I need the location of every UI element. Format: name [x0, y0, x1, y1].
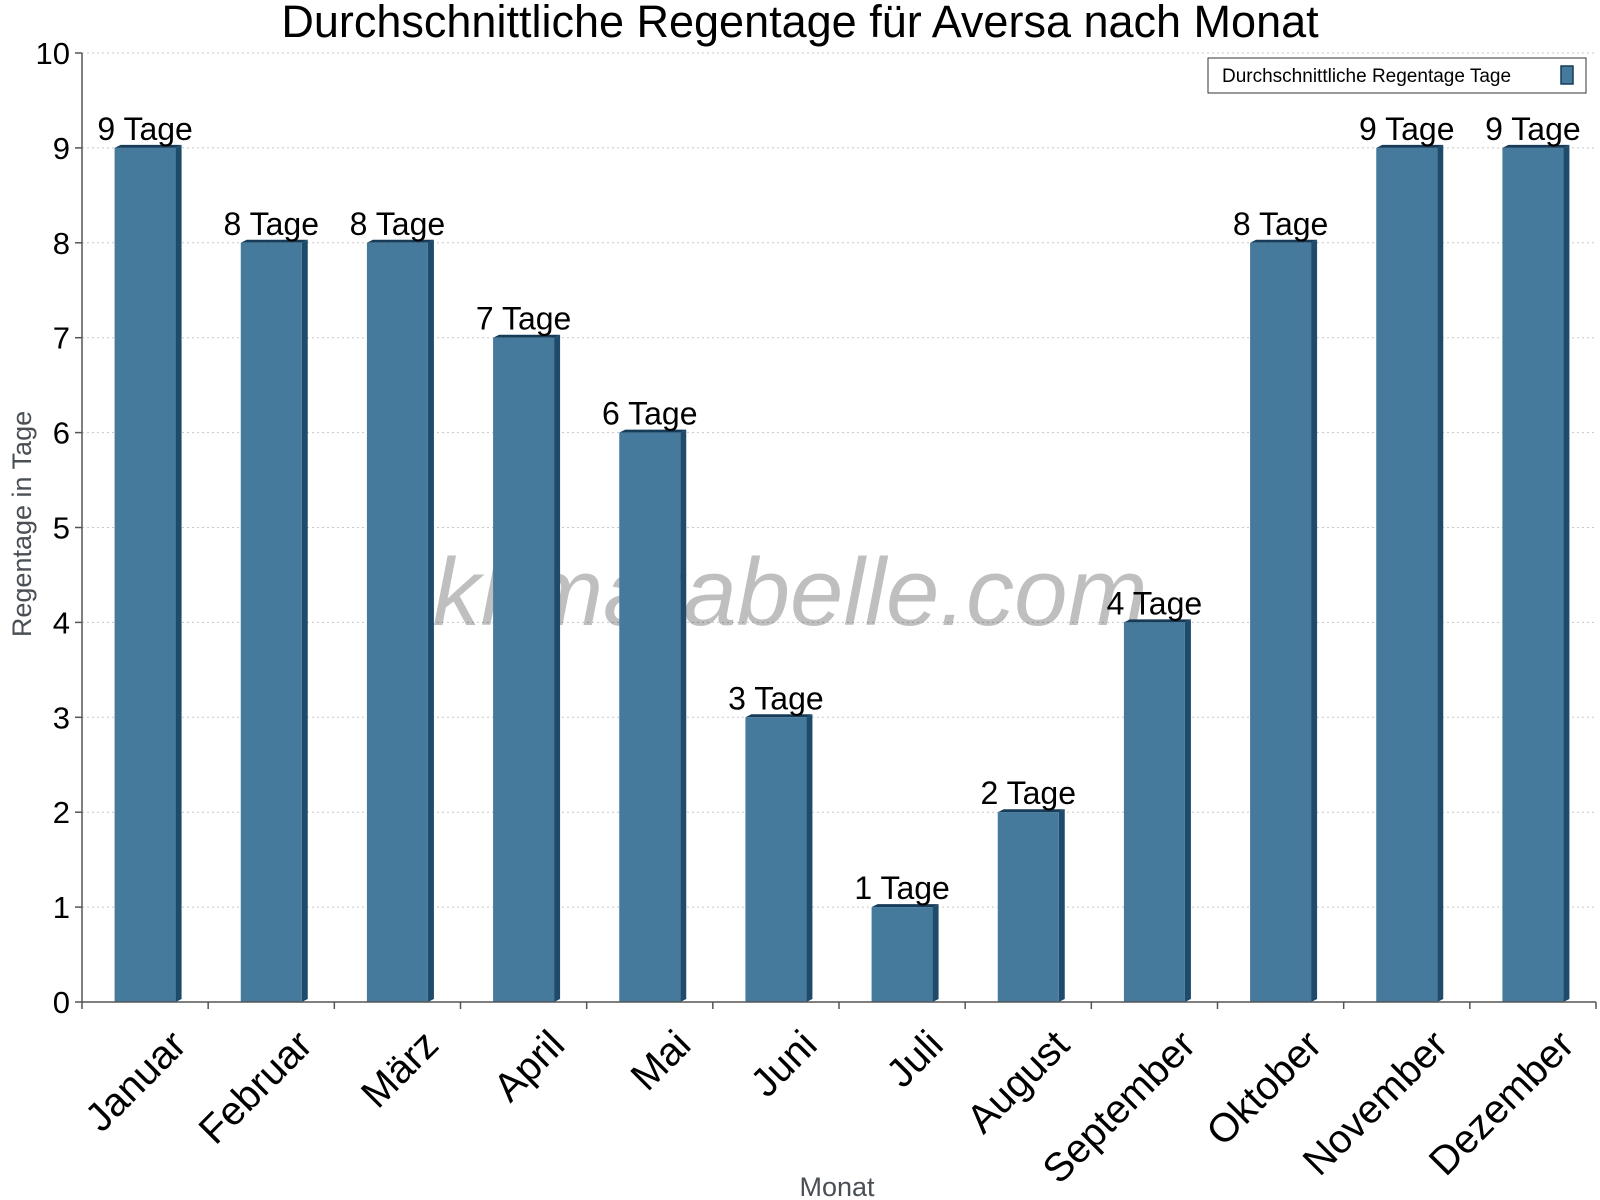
data-label: 3 Tage — [728, 680, 824, 716]
x-tick-label: Mai — [623, 1022, 700, 1099]
bar-side — [1311, 239, 1318, 1003]
bar-top — [240, 239, 308, 243]
legend-box — [1207, 57, 1587, 94]
data-label: 8 Tage — [350, 206, 446, 242]
y-tick-label: 2 — [53, 795, 70, 830]
bar-side — [1184, 619, 1191, 1002]
bar-top — [619, 429, 687, 433]
bar-top — [1376, 144, 1444, 148]
legend-label: Durchschnittliche Regentage Tage — [1222, 66, 1511, 87]
bar-februar — [240, 242, 302, 1003]
data-label: 7 Tage — [476, 301, 572, 337]
bar-side — [1058, 809, 1065, 1002]
bar-dezember — [1502, 147, 1564, 1002]
legend: Durchschnittliche Regentage Tage — [1207, 57, 1587, 94]
bar-november — [1376, 147, 1438, 1002]
bar-oktober — [1250, 242, 1312, 1003]
data-label: 8 Tage — [224, 206, 320, 242]
data-label: 9 Tage — [1485, 111, 1581, 147]
x-axis-title: Monat — [799, 1172, 875, 1200]
bar-top — [366, 239, 434, 243]
bar-side — [1437, 144, 1444, 1002]
y-tick-label: 8 — [53, 226, 70, 261]
x-tick-label: Juni — [742, 1022, 825, 1105]
y-axis-title: Regentage in Tage — [7, 411, 37, 637]
bar-top — [997, 809, 1065, 813]
y-tick-label: 0 — [53, 985, 70, 1020]
data-label: 6 Tage — [602, 396, 698, 432]
y-tick-label: 9 — [53, 131, 70, 166]
bar-mai — [619, 432, 681, 1003]
bar-top — [493, 334, 561, 338]
x-tick-label: April — [485, 1022, 573, 1110]
y-tick-label: 7 — [53, 321, 70, 356]
bar-august — [997, 812, 1059, 1002]
bar-top — [1123, 619, 1191, 623]
bar-side — [806, 714, 813, 1002]
bar-top — [745, 714, 813, 718]
x-tick-label: Oktober — [1198, 1022, 1330, 1154]
bar-top — [1250, 239, 1318, 243]
grid-lines — [82, 52, 1596, 908]
x-tick-label: August — [959, 1022, 1078, 1141]
bar-top — [114, 144, 182, 148]
x-tick-label: März — [353, 1022, 447, 1116]
bar-märz — [366, 242, 428, 1003]
data-label: 1 Tage — [854, 870, 950, 906]
data-label: 4 Tage — [1107, 585, 1203, 621]
bar-side — [680, 429, 687, 1003]
bar-side — [1563, 144, 1570, 1002]
chart-title: Durchschnittliche Regentage für Aversa n… — [281, 0, 1319, 47]
y-tick-label: 1 — [53, 890, 70, 925]
x-tick-label: Januar — [77, 1022, 195, 1140]
y-tick-label: 5 — [53, 511, 70, 546]
legend-swatch — [1560, 65, 1574, 85]
data-labels: 9 Tage 8 Tage 8 Tage 7 Tage 6 Tage 3 Tage 1 Ta… — [97, 111, 1580, 906]
bar-side — [554, 334, 561, 1002]
y-tick-label: 3 — [53, 700, 70, 735]
bar-september — [1123, 622, 1185, 1002]
x-tick-label: Juli — [878, 1022, 952, 1096]
bar-side — [932, 904, 939, 1002]
bar-side — [301, 239, 308, 1003]
y-tick-label: 6 — [53, 416, 70, 451]
bar-januar — [114, 147, 176, 1002]
data-label: 8 Tage — [1233, 206, 1329, 242]
bar-top — [871, 904, 939, 908]
bar-juni — [745, 717, 807, 1002]
bar-side — [175, 144, 182, 1002]
x-tick-label: Februar — [191, 1022, 321, 1152]
bars — [114, 144, 1570, 1003]
bar-side — [427, 239, 434, 1003]
data-label: 9 Tage — [97, 111, 193, 147]
bar-april — [493, 337, 555, 1002]
bar-juli — [871, 907, 933, 1002]
y-tick-label: 4 — [53, 605, 70, 640]
bar-top — [1502, 144, 1570, 148]
y-tick-label: 10 — [36, 36, 70, 71]
data-label: 9 Tage — [1359, 111, 1455, 147]
data-label: 2 Tage — [981, 775, 1077, 811]
